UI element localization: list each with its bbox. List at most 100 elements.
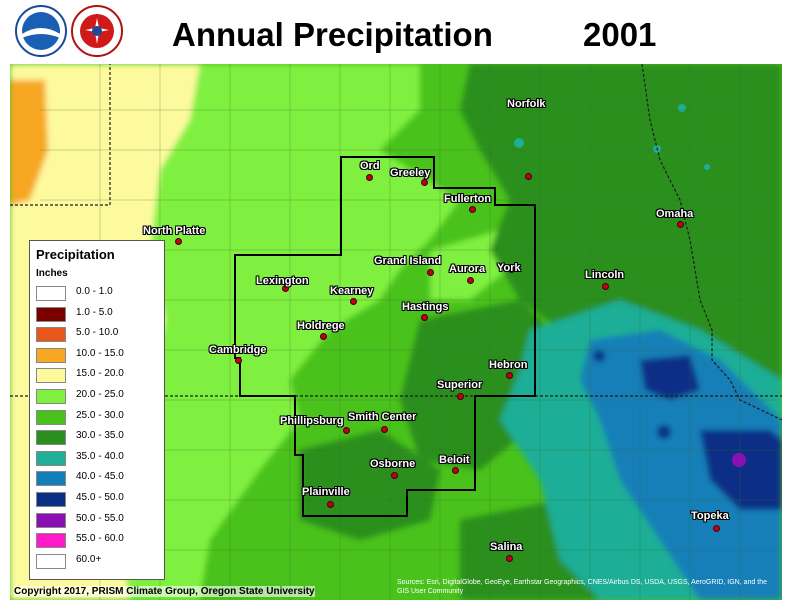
legend-swatch [36, 471, 66, 487]
legend-swatch [36, 430, 66, 446]
city-label-omaha: Omaha [656, 208, 694, 220]
legend-item: 35.0 - 40.0 [36, 450, 162, 466]
city-label-north-platte: North Platte [143, 225, 206, 237]
city-label-kearney: Kearney [330, 285, 374, 297]
legend-label: 55.0 - 60.0 [76, 533, 124, 545]
city-label-lexington: Lexington [256, 275, 309, 287]
city-label-ord: Ord [360, 160, 380, 172]
city-label-osborne: Osborne [370, 458, 416, 470]
city-marker-hastings [421, 314, 428, 321]
legend-label: 5.0 - 10.0 [76, 327, 119, 339]
noaa-logo [14, 4, 68, 58]
legend-item: 10.0 - 15.0 [36, 347, 162, 363]
city-marker-kearney [350, 298, 357, 305]
city-label-phillipsburg: Phillipsburg [280, 415, 344, 427]
city-marker-norfolk [525, 173, 532, 180]
city-marker-phillipsburg [343, 427, 350, 434]
city-label-greeley: Greeley [390, 167, 431, 179]
map-sources-text: Sources: Esri, DigitalGlobe, GeoEye, Ear… [397, 579, 767, 595]
city-marker-york [508, 266, 515, 273]
legend-label: 50.0 - 55.0 [76, 512, 124, 524]
city-marker-fullerton [469, 206, 476, 213]
city-marker-superior [457, 393, 464, 400]
city-label-norfolk: Norfolk [507, 98, 546, 110]
legend-item: 20.0 - 25.0 [36, 388, 162, 404]
legend-swatch [36, 553, 66, 569]
legend-swatch [36, 368, 66, 384]
city-label-grand-island: Grand Island [374, 255, 442, 267]
map-year: 2001 [583, 16, 657, 53]
legend-swatch [36, 389, 66, 404]
map-title: Annual Precipitation [172, 16, 493, 53]
legend-swatch [36, 327, 66, 343]
city-marker-hebron [506, 372, 513, 379]
legend-label: 25.0 - 30.0 [76, 409, 124, 421]
city-label-fullerton: Fullerton [444, 193, 492, 205]
legend-label: 15.0 - 20.0 [76, 368, 124, 380]
copyright-text: Copyright 2017, PRISM Climate Group, Ore… [14, 586, 315, 597]
legend-label: 35.0 - 40.0 [76, 450, 124, 462]
city-label-topeka: Topeka [691, 510, 729, 522]
city-label-superior: Superior [437, 379, 483, 391]
legend-item: 15.0 - 20.0 [36, 367, 162, 384]
legend-item: 0.0 - 1.0 [36, 285, 162, 301]
city-label-salina: Salina [490, 541, 523, 553]
city-marker-cambridge [235, 357, 242, 364]
legend-swatch [36, 286, 66, 301]
legend-item: 45.0 - 50.0 [36, 491, 162, 507]
legend-item: 25.0 - 30.0 [36, 409, 162, 425]
legend-label: 10.0 - 15.0 [76, 347, 124, 359]
legend: Precipitation Inches 0.0 - 1.0 1.0 - 5.0 5… [29, 240, 165, 580]
legend-label: 1.0 - 5.0 [76, 306, 113, 318]
legend-label: 0.0 - 1.0 [76, 286, 113, 297]
city-marker-topeka [713, 525, 720, 532]
city-marker-omaha [677, 221, 684, 228]
legend-units: Inches [36, 268, 68, 279]
legend-label: 60.0+ [76, 553, 102, 565]
legend-swatch [36, 347, 66, 363]
legend-label: 45.0 - 50.0 [76, 492, 124, 503]
legend-swatch [36, 306, 66, 322]
legend-swatch [36, 409, 66, 425]
legend-item: 5.0 - 10.0 [36, 326, 162, 343]
legend-item: 60.0+ [36, 553, 162, 569]
legend-item: 55.0 - 60.0 [36, 532, 162, 549]
city-marker-lexington [282, 285, 289, 292]
city-marker-aurora [467, 277, 474, 284]
legend-title: Precipitation [36, 247, 115, 262]
city-marker-holdrege [320, 333, 327, 340]
city-marker-osborne [391, 472, 398, 479]
legend-swatch [36, 450, 66, 466]
city-label-york: York [497, 262, 521, 274]
city-marker-ord [366, 174, 373, 181]
city-label-lincoln: Lincoln [585, 269, 625, 281]
city-label-aurora: Aurora [449, 263, 486, 275]
city-label-holdrege: Holdrege [297, 320, 345, 332]
legend-label: 30.0 - 35.0 [76, 430, 124, 442]
header: Annual Precipitation 2001 [0, 0, 792, 64]
city-marker-greeley [421, 179, 428, 186]
city-label-beloit: Beloit [439, 454, 470, 466]
legend-swatch [36, 512, 66, 528]
city-label-smith-center: Smith Center [348, 411, 417, 423]
national-weather-service-logo [70, 4, 124, 58]
legend-swatch [36, 533, 66, 549]
legend-label: 20.0 - 25.0 [76, 389, 124, 400]
legend-item: 40.0 - 45.0 [36, 470, 162, 487]
legend-item: 1.0 - 5.0 [36, 306, 162, 322]
city-label-hebron: Hebron [489, 359, 528, 371]
city-label-hastings: Hastings [402, 301, 449, 313]
city-marker-lincoln [602, 283, 609, 290]
legend-swatch [36, 492, 66, 507]
legend-item: 50.0 - 55.0 [36, 512, 162, 528]
city-marker-plainville [327, 501, 334, 508]
city-label-cambridge: Cambridge [209, 344, 267, 356]
legend-item: 30.0 - 35.0 [36, 429, 162, 446]
city-marker-beloit [452, 467, 459, 474]
city-marker-north-platte [175, 238, 182, 245]
city-marker-grand-island [427, 269, 434, 276]
city-marker-smith-center [381, 426, 388, 433]
city-label-plainville: Plainville [302, 486, 350, 498]
legend-label: 40.0 - 45.0 [76, 471, 124, 483]
city-marker-salina [506, 555, 513, 562]
